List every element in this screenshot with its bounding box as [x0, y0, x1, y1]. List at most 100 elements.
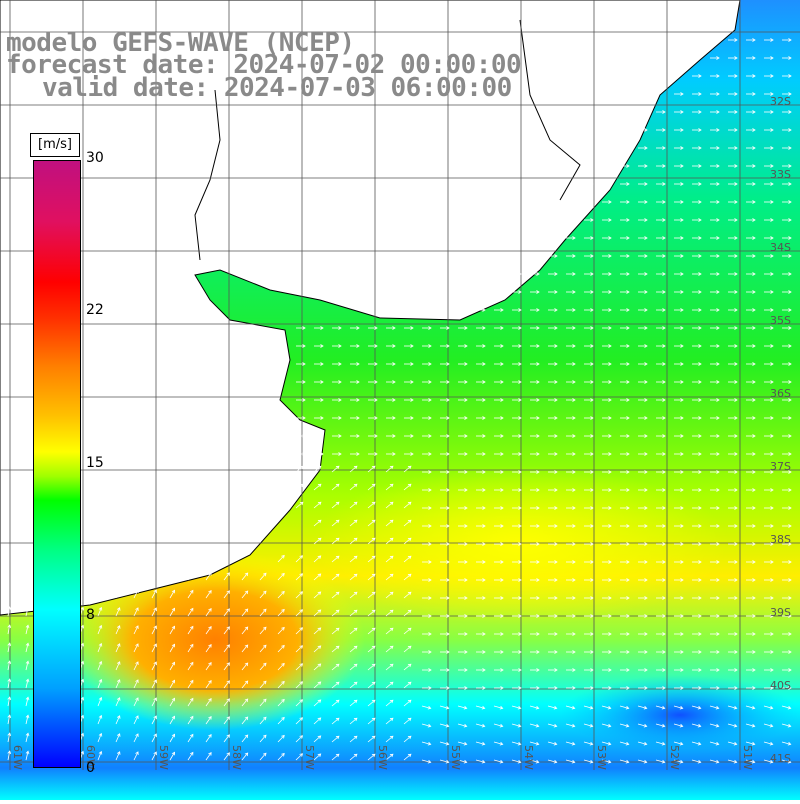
wind-arrow: [223, 752, 230, 761]
wind-arrow: [403, 555, 412, 563]
wind-arrow-head: [554, 344, 558, 348]
wind-arrow-head: [644, 560, 648, 564]
wind-arrow-head: [500, 362, 504, 366]
wind-arrow-head: [464, 614, 468, 618]
wind-arrow-head: [374, 380, 378, 384]
lon-label: 54W: [522, 745, 535, 770]
wind-arrow: [331, 735, 340, 743]
wind-arrow: [25, 715, 29, 725]
wind-arrow-head: [716, 668, 720, 672]
wind-arrow-head: [428, 632, 432, 636]
wind-arrow: [385, 663, 394, 671]
wind-arrow-head: [626, 236, 630, 240]
wind-arrow: [619, 723, 629, 727]
wind-arrow-head: [536, 344, 540, 348]
high-wind-zone: [65, 550, 365, 730]
wind-arrow-head: [428, 542, 432, 546]
wind-arrow-head: [572, 650, 576, 654]
wind-arrow-head: [262, 572, 267, 577]
wind-arrow: [565, 723, 575, 727]
wind-arrow-head: [135, 661, 139, 665]
wind-arrow: [331, 519, 340, 527]
wind-arrow: [655, 705, 665, 709]
wind-arrow-head: [116, 733, 121, 737]
wind-arrow: [313, 699, 321, 707]
wind-arrow-head: [662, 380, 666, 384]
wind-arrow-head: [500, 632, 504, 636]
wind-arrow-head: [698, 398, 702, 402]
wind-arrow-head: [116, 607, 121, 611]
wind-arrow-head: [317, 681, 322, 685]
wind-arrow: [223, 572, 230, 581]
wind-arrow-head: [788, 452, 792, 456]
wind-arrow: [7, 715, 11, 725]
wind-arrow-head: [262, 698, 267, 703]
wind-arrow: [7, 697, 11, 707]
wind-arrow-head: [752, 290, 756, 294]
wind-arrow-head: [572, 614, 576, 618]
wind-arrow-head: [302, 434, 306, 438]
wind-arrow-head: [371, 645, 376, 650]
wind-arrow: [385, 627, 394, 635]
wind-arrow-head: [389, 555, 394, 560]
wind-arrow-head: [226, 644, 230, 648]
wind-arrow-head: [644, 254, 648, 258]
wind-arrow-head: [335, 519, 340, 524]
wind-arrow: [223, 680, 230, 689]
wind-arrow-head: [662, 236, 666, 240]
wind-arrow-head: [407, 465, 412, 470]
wind-arrow-head: [590, 344, 594, 348]
wind-arrow-head: [464, 434, 468, 438]
wind-arrow: [385, 537, 394, 545]
wind-arrow-head: [733, 705, 738, 710]
wind-arrow-head: [518, 272, 522, 276]
wind-arrow-head: [698, 200, 702, 204]
wind-arrow-head: [698, 506, 702, 510]
wind-arrow: [385, 483, 394, 491]
wind-arrow-head: [679, 759, 684, 764]
wind-arrow-head: [662, 560, 666, 564]
colorbar-tick-22: 22: [86, 302, 104, 318]
wind-arrow-head: [644, 596, 648, 600]
wind-arrow-head: [734, 434, 738, 438]
wind-arrow: [367, 537, 376, 545]
wind-arrow-head: [644, 362, 648, 366]
wind-arrow-head: [716, 218, 720, 222]
wind-arrow-head: [80, 606, 85, 611]
wind-arrow-head: [716, 254, 720, 258]
wind-arrow-head: [644, 524, 648, 528]
wind-arrow-head: [353, 591, 358, 596]
wind-arrow-head: [716, 272, 720, 276]
wind-arrow: [385, 717, 394, 725]
wind-arrow-head: [590, 452, 594, 456]
wind-arrow: [133, 751, 139, 761]
wind-arrow: [277, 717, 285, 725]
wind-arrow-head: [680, 254, 684, 258]
wind-arrow-head: [662, 344, 666, 348]
wind-arrow-head: [299, 591, 304, 595]
wind-arrow-head: [770, 74, 774, 78]
wind-arrow-head: [208, 697, 212, 702]
wind-arrow-head: [644, 470, 648, 474]
wind-arrow-head: [190, 643, 194, 648]
wind-arrow-head: [625, 759, 630, 764]
wind-arrow: [763, 741, 773, 745]
wind-arrow: [169, 644, 175, 653]
wind-arrow: [295, 555, 303, 563]
wind-arrow-head: [500, 488, 504, 492]
valid-date: valid date: 2024-07-03 06:00:00: [42, 73, 512, 103]
wind-arrow-head: [371, 591, 376, 596]
wind-arrow-head: [698, 218, 702, 222]
forecast-date: forecast date: 2024-07-02 00:00:00: [6, 50, 522, 80]
wind-arrow-head: [371, 717, 376, 722]
wind-arrow-head: [734, 632, 738, 636]
wind-arrow-head: [608, 650, 612, 654]
land-mass: [0, 0, 741, 616]
wind-arrow-head: [626, 434, 630, 438]
wind-arrow-head: [302, 416, 306, 420]
wind-arrow-head: [320, 362, 324, 366]
wind-arrow-head: [464, 686, 468, 690]
wind-arrow-head: [644, 578, 648, 582]
wind-arrow-head: [734, 56, 738, 60]
wind-arrow: [331, 501, 340, 509]
